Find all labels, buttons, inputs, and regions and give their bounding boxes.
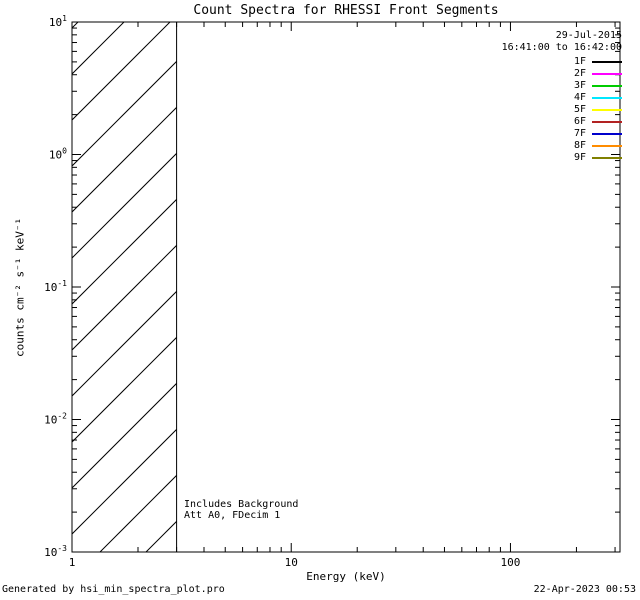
- legend-entry-7F: 7F: [502, 128, 622, 140]
- x-axis-label: Energy (keV): [306, 570, 386, 583]
- legend-time-range: 16:41:00 to 16:42:00: [501, 42, 622, 53]
- y-tick-label: 10-2: [44, 412, 67, 427]
- legend-color-line: [592, 73, 622, 75]
- x-tick-label: 10: [285, 556, 298, 569]
- legend-color-line: [592, 109, 622, 111]
- legend-color-line: [592, 97, 622, 99]
- legend-entry-label: 8F: [573, 140, 586, 151]
- legend-entry-label: 7F: [573, 128, 586, 139]
- hatched-region: [72, 22, 177, 552]
- legend-entry-label: 5F: [573, 104, 586, 115]
- legend-entry-label: 9F: [573, 152, 586, 163]
- legend-color-line: [592, 157, 622, 159]
- annotation-attenuator-state: Att A0, FDecim 1: [184, 510, 281, 521]
- legend-entry-8F: 8F: [502, 140, 622, 152]
- legend-color-line: [592, 145, 622, 147]
- legend-entry-9F: 9F: [502, 152, 622, 164]
- legend-entry-2F: 2F: [502, 68, 622, 80]
- annotation-includes-background: Includes Background: [184, 499, 299, 510]
- x-tick-label: 1: [69, 556, 76, 569]
- x-tick-label: 100: [501, 556, 521, 569]
- legend-entry-5F: 5F: [502, 104, 622, 116]
- legend-entry-1F: 1F: [502, 56, 622, 68]
- y-tick-label: 100: [49, 147, 67, 162]
- legend-entries: 1F 2F 3F 4F 5F 6F 7F 8F 9F: [502, 56, 622, 164]
- legend-entry-label: 6F: [573, 116, 586, 127]
- legend-date: 29-Jul-2015: [555, 30, 622, 41]
- legend-entry-6F: 6F: [502, 116, 622, 128]
- legend-color-line: [592, 121, 622, 123]
- legend-entry-4F: 4F: [502, 92, 622, 104]
- legend-color-line: [592, 85, 622, 87]
- legend-entry-label: 1F: [573, 56, 586, 67]
- legend-color-line: [592, 133, 622, 135]
- y-tick-label: 101: [49, 14, 67, 29]
- legend-entry-3F: 3F: [502, 80, 622, 92]
- legend: 29-Jul-2015 16:41:00 to 16:42:00 1F 2F 3F 4…: [502, 30, 622, 164]
- footer-datetime: 22-Apr-2023 00:53: [533, 584, 636, 595]
- legend-entry-label: 2F: [573, 68, 586, 79]
- y-tick-label: 10-1: [44, 279, 67, 294]
- chart-title: Count Spectra for RHESSI Front Segments: [193, 3, 499, 18]
- legend-entry-label: 4F: [573, 92, 586, 103]
- y-tick-label: 10-3: [44, 544, 67, 559]
- legend-color-line: [592, 61, 622, 63]
- y-axis-label: counts cm⁻² s⁻¹ keV⁻¹: [13, 217, 27, 357]
- footer-generator-text: Generated by hsi_min_spectra_plot.pro: [2, 584, 225, 595]
- legend-entry-label: 3F: [573, 80, 586, 91]
